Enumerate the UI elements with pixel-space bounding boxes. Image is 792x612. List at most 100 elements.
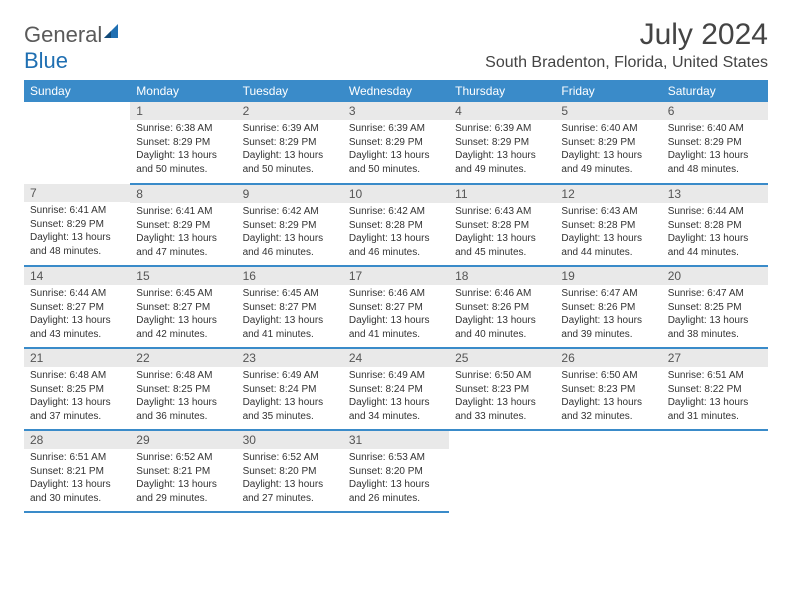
day-info-line: Daylight: 13 hours (136, 149, 230, 163)
day-info-line: Sunrise: 6:49 AM (349, 369, 443, 383)
day-info-line: Sunrise: 6:42 AM (243, 205, 337, 219)
day-info-line: Daylight: 13 hours (136, 232, 230, 246)
day-info-line: Sunrise: 6:43 AM (561, 205, 655, 219)
weekday-header: Tuesday (237, 80, 343, 102)
day-info-line: and 41 minutes. (349, 328, 443, 342)
day-info-line: Daylight: 13 hours (30, 396, 124, 410)
day-info: Sunrise: 6:47 AMSunset: 8:25 PMDaylight:… (662, 285, 768, 345)
day-info-line: Sunset: 8:26 PM (561, 301, 655, 315)
calendar-empty-cell (555, 430, 661, 512)
day-info-line: Daylight: 13 hours (561, 232, 655, 246)
day-number: 24 (343, 349, 449, 367)
calendar-day-cell: 21Sunrise: 6:48 AMSunset: 8:25 PMDayligh… (24, 348, 130, 430)
day-info-line: and 48 minutes. (668, 163, 762, 177)
day-info-line: Sunset: 8:29 PM (243, 136, 337, 150)
day-info-line: and 36 minutes. (136, 410, 230, 424)
logo-sail-icon (104, 22, 124, 47)
calendar-day-cell: 30Sunrise: 6:52 AMSunset: 8:20 PMDayligh… (237, 430, 343, 512)
day-info-line: and 41 minutes. (243, 328, 337, 342)
day-info-line: and 26 minutes. (349, 492, 443, 506)
calendar-week-row: 21Sunrise: 6:48 AMSunset: 8:25 PMDayligh… (24, 348, 768, 430)
day-info: Sunrise: 6:51 AMSunset: 8:22 PMDaylight:… (662, 367, 768, 427)
calendar-week-row: 28Sunrise: 6:51 AMSunset: 8:21 PMDayligh… (24, 430, 768, 512)
day-info-line: Daylight: 13 hours (243, 396, 337, 410)
day-info-line: and 42 minutes. (136, 328, 230, 342)
day-info-line: Sunrise: 6:52 AM (243, 451, 337, 465)
day-info-line: Sunset: 8:22 PM (668, 383, 762, 397)
brand-name-gray: General (24, 22, 102, 47)
day-info-line: Sunset: 8:29 PM (455, 136, 549, 150)
calendar-day-cell: 15Sunrise: 6:45 AMSunset: 8:27 PMDayligh… (130, 266, 236, 348)
calendar-day-cell: 6Sunrise: 6:40 AMSunset: 8:29 PMDaylight… (662, 102, 768, 184)
day-info-line: Sunrise: 6:43 AM (455, 205, 549, 219)
calendar-day-cell: 8Sunrise: 6:41 AMSunset: 8:29 PMDaylight… (130, 184, 236, 266)
weekday-header: Friday (555, 80, 661, 102)
day-info-line: Daylight: 13 hours (243, 478, 337, 492)
day-info-line: and 38 minutes. (668, 328, 762, 342)
day-info: Sunrise: 6:53 AMSunset: 8:20 PMDaylight:… (343, 449, 449, 509)
day-info-line: Daylight: 13 hours (668, 149, 762, 163)
day-number: 14 (24, 267, 130, 285)
day-info-line: Daylight: 13 hours (561, 314, 655, 328)
calendar-day-cell: 16Sunrise: 6:45 AMSunset: 8:27 PMDayligh… (237, 266, 343, 348)
day-info-line: Sunset: 8:24 PM (243, 383, 337, 397)
day-info-line: Sunrise: 6:47 AM (668, 287, 762, 301)
day-info-line: Daylight: 13 hours (455, 314, 549, 328)
day-info: Sunrise: 6:39 AMSunset: 8:29 PMDaylight:… (343, 120, 449, 180)
calendar-day-cell: 18Sunrise: 6:46 AMSunset: 8:26 PMDayligh… (449, 266, 555, 348)
calendar-day-cell: 29Sunrise: 6:52 AMSunset: 8:21 PMDayligh… (130, 430, 236, 512)
day-info-line: Sunrise: 6:39 AM (349, 122, 443, 136)
day-info-line: Daylight: 13 hours (561, 149, 655, 163)
calendar-day-cell: 10Sunrise: 6:42 AMSunset: 8:28 PMDayligh… (343, 184, 449, 266)
day-info-line: and 50 minutes. (136, 163, 230, 177)
day-number: 27 (662, 349, 768, 367)
day-info-line: Sunset: 8:27 PM (349, 301, 443, 315)
day-info-line: Sunset: 8:29 PM (30, 218, 124, 232)
day-info-line: Sunset: 8:29 PM (668, 136, 762, 150)
day-info-line: and 50 minutes. (349, 163, 443, 177)
calendar-day-cell: 4Sunrise: 6:39 AMSunset: 8:29 PMDaylight… (449, 102, 555, 184)
day-info-line: Sunset: 8:29 PM (349, 136, 443, 150)
day-info-line: and 46 minutes. (349, 246, 443, 260)
calendar-day-cell: 9Sunrise: 6:42 AMSunset: 8:29 PMDaylight… (237, 184, 343, 266)
day-info-line: Sunrise: 6:49 AM (243, 369, 337, 383)
day-info-line: Daylight: 13 hours (455, 396, 549, 410)
day-info-line: and 40 minutes. (455, 328, 549, 342)
day-info-line: Sunset: 8:20 PM (349, 465, 443, 479)
day-info-line: Sunset: 8:23 PM (561, 383, 655, 397)
day-info: Sunrise: 6:40 AMSunset: 8:29 PMDaylight:… (555, 120, 661, 180)
day-number: 11 (449, 185, 555, 203)
day-info: Sunrise: 6:43 AMSunset: 8:28 PMDaylight:… (555, 203, 661, 263)
day-info-line: Sunrise: 6:52 AM (136, 451, 230, 465)
day-info-line: Sunset: 8:25 PM (30, 383, 124, 397)
day-info-line: and 49 minutes. (455, 163, 549, 177)
day-info-line: Sunrise: 6:50 AM (455, 369, 549, 383)
day-number: 22 (130, 349, 236, 367)
calendar-day-cell: 24Sunrise: 6:49 AMSunset: 8:24 PMDayligh… (343, 348, 449, 430)
day-info-line: Sunset: 8:28 PM (455, 219, 549, 233)
day-info-line: Sunrise: 6:51 AM (668, 369, 762, 383)
day-number: 30 (237, 431, 343, 449)
brand-logo: GeneralBlue (24, 22, 124, 74)
day-info: Sunrise: 6:48 AMSunset: 8:25 PMDaylight:… (130, 367, 236, 427)
calendar-day-cell: 31Sunrise: 6:53 AMSunset: 8:20 PMDayligh… (343, 430, 449, 512)
day-info-line: and 33 minutes. (455, 410, 549, 424)
day-info: Sunrise: 6:40 AMSunset: 8:29 PMDaylight:… (662, 120, 768, 180)
day-info-line: and 43 minutes. (30, 328, 124, 342)
calendar-body: 1Sunrise: 6:38 AMSunset: 8:29 PMDaylight… (24, 102, 768, 512)
day-info: Sunrise: 6:49 AMSunset: 8:24 PMDaylight:… (343, 367, 449, 427)
day-info: Sunrise: 6:52 AMSunset: 8:21 PMDaylight:… (130, 449, 236, 509)
day-info-line: Sunrise: 6:46 AM (349, 287, 443, 301)
day-info-line: Sunset: 8:24 PM (349, 383, 443, 397)
day-info: Sunrise: 6:39 AMSunset: 8:29 PMDaylight:… (449, 120, 555, 180)
location-text: South Bradenton, Florida, United States (485, 54, 768, 72)
day-info: Sunrise: 6:45 AMSunset: 8:27 PMDaylight:… (130, 285, 236, 345)
calendar-day-cell: 20Sunrise: 6:47 AMSunset: 8:25 PMDayligh… (662, 266, 768, 348)
day-number: 16 (237, 267, 343, 285)
day-info-line: Sunset: 8:23 PM (455, 383, 549, 397)
calendar-day-cell: 17Sunrise: 6:46 AMSunset: 8:27 PMDayligh… (343, 266, 449, 348)
day-info-line: Daylight: 13 hours (561, 396, 655, 410)
calendar-day-cell: 11Sunrise: 6:43 AMSunset: 8:28 PMDayligh… (449, 184, 555, 266)
day-info-line: Sunrise: 6:51 AM (30, 451, 124, 465)
day-info: Sunrise: 6:50 AMSunset: 8:23 PMDaylight:… (555, 367, 661, 427)
